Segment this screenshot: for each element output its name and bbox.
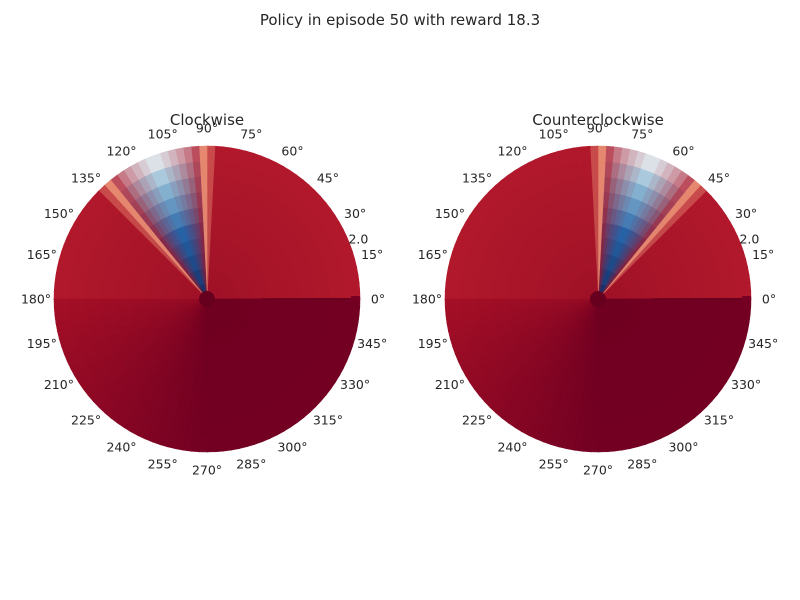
plot-title: Clockwise: [170, 111, 244, 129]
center-marker: [199, 291, 215, 307]
theta-tick-label: 180°: [412, 292, 442, 307]
theta-tick-label: 330°: [731, 377, 761, 392]
heatmap-cell: [99, 293, 116, 300]
theta-tick-label: 60°: [672, 143, 694, 158]
theta-tick-label: 75°: [631, 126, 653, 141]
theta-tick-label: 45°: [317, 171, 339, 186]
theta-tick-label: 255°: [148, 457, 178, 472]
theta-tick-label: 45°: [708, 171, 730, 186]
theta-tick-label: 90°: [587, 121, 609, 136]
plot-title: Counterclockwise: [532, 111, 664, 129]
theta-tick-label: 330°: [340, 377, 370, 392]
theta-tick-label: 315°: [704, 412, 734, 427]
r-tick-labels: 2.0: [348, 231, 368, 246]
theta-tick-label: 270°: [583, 463, 613, 478]
theta-tick-label: 120°: [497, 143, 527, 158]
theta-tick-label: 0°: [371, 292, 385, 307]
heatmap-cell: [205, 145, 216, 162]
center-dot: [199, 291, 215, 307]
center-dot: [590, 291, 606, 307]
theta-tick-label: 270°: [192, 463, 222, 478]
heatmap-cell: [114, 293, 131, 300]
heatmap-cell: [590, 420, 600, 438]
theta-tick-label: 135°: [462, 171, 492, 186]
theta-tick-label: 165°: [27, 247, 57, 262]
heatmap-cell: [597, 206, 604, 223]
heatmap-cell: [589, 436, 600, 453]
zero-angle-seam-end: [742, 296, 751, 300]
theta-tick-label: 105°: [148, 126, 178, 141]
theta-tick-label: 105°: [539, 126, 569, 141]
heatmap-cell: [201, 375, 208, 392]
theta-tick-label: 210°: [435, 377, 465, 392]
theta-tick-label: 195°: [27, 336, 57, 351]
heatmap-cell: [490, 293, 507, 300]
heatmap-cell: [592, 390, 599, 407]
theta-tick-label: 315°: [313, 412, 343, 427]
theta-tick-labels: 0° 15° 30° 45° 60° 75° 90° 105° 120° 135° 150° 165°…: [21, 121, 387, 478]
theta-tick-label: 225°: [462, 412, 492, 427]
heatmap-cell: [596, 145, 607, 162]
theta-tick-label: 150°: [44, 206, 74, 221]
theta-tick-label: 300°: [668, 440, 698, 455]
theta-tick-label: 135°: [71, 171, 101, 186]
theta-tick-label: 345°: [357, 336, 387, 351]
theta-tick-label: 255°: [539, 457, 569, 472]
heatmap-cell: [475, 292, 492, 300]
heatmap-cell: [505, 293, 522, 300]
theta-tick-label: 30°: [344, 206, 366, 221]
theta-tick-label: 210°: [44, 377, 74, 392]
heatmap-cell: [206, 176, 214, 193]
theta-tick-label: 0°: [762, 292, 776, 307]
theta-tick-labels: 0° 15° 30° 45° 60° 75° 90° 105° 120° 135° 150° 165°…: [412, 121, 778, 478]
theta-tick-label: 15°: [361, 247, 383, 262]
heatmap-cell: [591, 405, 599, 422]
heatmap-cell: [597, 176, 605, 193]
r-tick-label: 2.0: [739, 231, 759, 246]
r-tick-label: 2.0: [348, 231, 368, 246]
center-marker: [590, 291, 606, 307]
theta-tick-label: 75°: [240, 126, 262, 141]
heatmap-cell: [201, 390, 208, 407]
heatmap-cell: [596, 160, 606, 178]
theta-tick-label: 345°: [748, 336, 778, 351]
heatmap-cell: [444, 290, 461, 301]
theta-tick-label: 240°: [497, 440, 527, 455]
zero-angle-seam-end: [351, 296, 360, 300]
heatmap-cell: [205, 160, 215, 178]
theta-tick-label: 90°: [196, 121, 218, 136]
heatmap-cell: [199, 420, 209, 438]
theta-tick-label: 285°: [627, 457, 657, 472]
heatmap-cell: [459, 291, 477, 301]
heatmap-cell: [206, 191, 213, 208]
theta-tick-label: 240°: [106, 440, 136, 455]
theta-tick-label: 180°: [21, 292, 51, 307]
figure-title: Policy in episode 50 with reward 18.3: [260, 11, 540, 29]
heatmap-cell: [628, 298, 645, 302]
theta-tick-label: 285°: [236, 457, 266, 472]
theta-tick-label: 195°: [418, 336, 448, 351]
theta-tick-label: 300°: [277, 440, 307, 455]
theta-tick-label: 60°: [281, 143, 303, 158]
theta-tick-label: 165°: [418, 247, 448, 262]
heatmap-cell: [68, 291, 86, 301]
polar-plot-counterclockwise: Counterclockwise 0° 15° 30° 45° 60° 75° 90° 105…: [412, 111, 778, 478]
polar-plot-clockwise: Clockwise 0° 15° 30° 45° 60° 75° 90° 105° 120° 13…: [21, 111, 387, 478]
theta-tick-label: 15°: [752, 247, 774, 262]
heatmap-cell: [200, 405, 208, 422]
theta-tick-label: 30°: [735, 206, 757, 221]
heatmap-cell: [592, 375, 599, 392]
theta-tick-label: 225°: [71, 412, 101, 427]
heatmap-cell: [198, 436, 209, 453]
heatmap-cell: [53, 290, 70, 301]
theta-tick-label: 150°: [435, 206, 465, 221]
heatmap-cell: [84, 292, 101, 300]
heatmap-cell: [597, 191, 604, 208]
r-tick-labels: 2.0: [739, 231, 759, 246]
theta-tick-label: 120°: [106, 143, 136, 158]
heatmap-cell: [206, 206, 213, 223]
heatmap-cell: [237, 298, 254, 302]
